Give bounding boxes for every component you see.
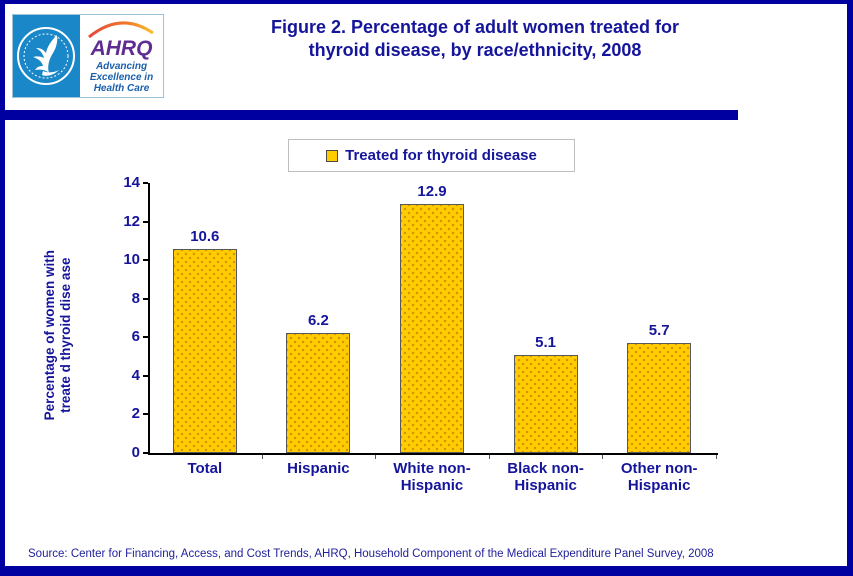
- x-category-label: White non-Hispanic: [393, 460, 471, 495]
- figure-title-line1: Figure 2. Percentage of adult women trea…: [270, 17, 680, 37]
- y-axis-title: Percentage of women with treate d thyroi…: [42, 185, 74, 485]
- y-tick-mark: [143, 182, 148, 184]
- legend-label: Treated for thyroid disease: [345, 147, 537, 164]
- x-tick-mark: [261, 455, 263, 459]
- y-tick-mark: [143, 374, 148, 377]
- figure-title-line2: thyroid disease, by race/ethnicity, 2008: [308, 39, 642, 60]
- bar-value-label: 5.7: [648, 322, 670, 340]
- ahrq-logo-panel: AHRQ Advancing Excellence in Health Care: [80, 15, 163, 97]
- bar-hispanic: [286, 333, 351, 453]
- x-tick-mark: [488, 455, 490, 459]
- bar-value-label: 6.2: [307, 312, 329, 330]
- header-divider-bar: [2, 110, 738, 120]
- legend-swatch-icon: [326, 149, 339, 162]
- y-tick-label: 14: [123, 174, 140, 191]
- page-footer-bar: [0, 566, 853, 576]
- bar-white-non-hispanic: [400, 204, 464, 453]
- y-axis-title-line1: Percentage of women with: [41, 250, 57, 421]
- hhs-eagle-seal-icon: [17, 27, 75, 85]
- ahrq-hhs-logo: AHRQ Advancing Excellence in Health Care: [12, 14, 164, 98]
- y-tick-label: 10: [123, 251, 140, 269]
- y-tick-mark: [143, 413, 148, 416]
- ahrq-tagline: Advancing Excellence in Health Care: [80, 61, 163, 94]
- page-border-right: [847, 0, 853, 576]
- y-axis-title-line2: treate d thyroid dise ase: [58, 257, 73, 413]
- bar-other-non-hispanic: [627, 343, 692, 453]
- ahrq-wordmark: AHRQ: [90, 37, 153, 60]
- ahrq-tagline-line1: Advancing: [95, 61, 148, 72]
- x-tick-mark: [375, 455, 377, 459]
- bar-value-label: 12.9: [417, 183, 447, 201]
- y-tick-mark: [143, 452, 148, 454]
- x-category-label: Hispanic: [287, 460, 350, 477]
- y-tick-mark: [143, 220, 148, 223]
- source-note: Source: Center for Financing, Access, an…: [28, 548, 714, 560]
- y-tick-label: 6: [131, 328, 140, 346]
- bar-total: [172, 248, 237, 453]
- x-category-label: Total: [187, 460, 223, 477]
- ahrq-tagline-line3: Health Care: [93, 83, 150, 94]
- y-tick-label: 0: [131, 444, 140, 461]
- x-category-label: Black non-Hispanic: [507, 460, 584, 495]
- x-category-label: Other non-Hispanic: [620, 460, 698, 495]
- page-border-left: [0, 0, 5, 576]
- y-tick-label: 2: [131, 405, 140, 423]
- y-tick-mark: [143, 259, 148, 262]
- ahrq-tagline-line2: Excellence in: [89, 72, 154, 83]
- y-tick-mark: [143, 336, 148, 339]
- hhs-logo-panel: [13, 15, 80, 97]
- bar-value-label: 5.1: [535, 333, 557, 351]
- rainbow-arc-icon: [88, 21, 154, 39]
- figure-title: Figure 2. Percentage of adult women trea…: [190, 16, 760, 61]
- y-tick-mark: [143, 297, 148, 300]
- x-tick-mark: [716, 455, 717, 459]
- plot-area: [148, 183, 718, 455]
- bar-value-label: 10.6: [190, 227, 220, 245]
- y-tick-label: 12: [123, 212, 140, 230]
- x-tick-mark: [602, 455, 604, 459]
- chart-legend: Treated for thyroid disease: [288, 139, 575, 172]
- bar-black-non-hispanic: [513, 354, 578, 453]
- y-tick-label: 8: [131, 289, 140, 307]
- page-border-top: [0, 0, 853, 4]
- y-tick-label: 4: [131, 366, 140, 384]
